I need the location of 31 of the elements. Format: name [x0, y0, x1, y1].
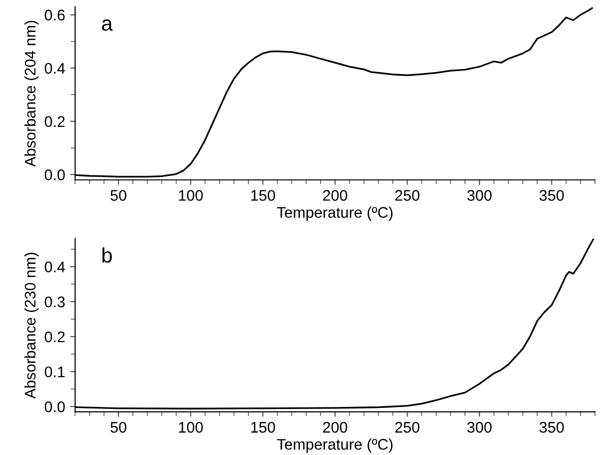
- line-series: [75, 238, 594, 410]
- x-tick-label: 250: [395, 190, 420, 201]
- y-tick-label: 0.0: [44, 169, 65, 180]
- x-tick-label: 350: [540, 190, 564, 201]
- y-tick-label: 0.0: [44, 401, 65, 412]
- x-tick-label: 200: [323, 190, 348, 201]
- y-tick-label: 0.4: [44, 262, 65, 272]
- x-tick-label: 100: [179, 190, 203, 201]
- annotation: a: [102, 19, 113, 31]
- y-tick-label: 0.1: [44, 366, 65, 378]
- x-tick-label: 150: [251, 190, 276, 201]
- y-tick-label: 0.6: [44, 10, 65, 20]
- x-tick-label: 50: [110, 190, 126, 201]
- x-tick-label: 50: [110, 422, 126, 433]
- line-series: [75, 7, 593, 178]
- y-tick-label: 0.2: [44, 116, 65, 127]
- x-axis-title: Temperature (ºC): [277, 438, 393, 453]
- y-axis-title: Absorbance (230 nm): [24, 252, 39, 399]
- x-tick-label: 200: [323, 422, 348, 433]
- x-tick-label: 150: [251, 422, 276, 433]
- y-axis-title: Absorbance (204 nm): [24, 20, 39, 167]
- y-tick-label: 0.4: [44, 62, 65, 74]
- y-tick-label: 0.2: [44, 331, 65, 342]
- annotation: b: [102, 247, 112, 263]
- x-tick-label: 250: [395, 422, 420, 433]
- x-tick-label: 350: [540, 422, 564, 433]
- y-tick-label: 0.3: [44, 296, 65, 308]
- x-axis-title: Temperature (ºC): [277, 206, 393, 221]
- x-tick-label: 300: [467, 422, 492, 433]
- x-tick-label: 100: [179, 422, 203, 433]
- x-tick-label: 300: [467, 190, 492, 201]
